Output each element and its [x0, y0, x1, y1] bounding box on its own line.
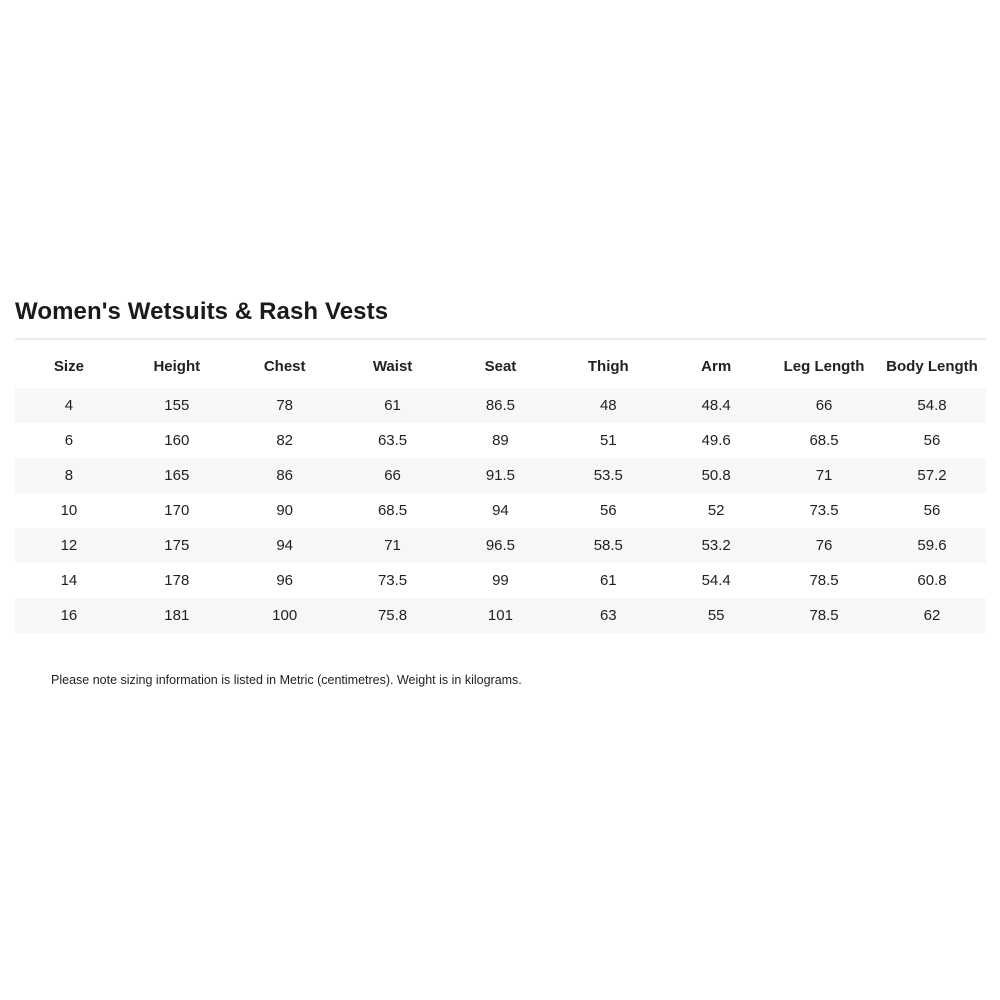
- table-cell: 63.5: [377, 432, 408, 449]
- table-cell: 73.5: [809, 502, 839, 519]
- table-cell: 86: [276, 467, 294, 484]
- table-cell: 16: [60, 607, 78, 624]
- table-cell: 73.5: [377, 572, 408, 589]
- table-cell: 56: [923, 502, 941, 519]
- table-cell: 57.2: [917, 467, 947, 484]
- table-cell: 75.8: [377, 607, 408, 624]
- sizing-note: Please note sizing information is listed…: [51, 673, 522, 687]
- table-cell: 78.5: [809, 607, 839, 624]
- table-cell: 61: [384, 397, 401, 414]
- column-header: Chest: [263, 358, 306, 375]
- table-cell: 58.5: [593, 537, 623, 554]
- table-cell: 94: [276, 537, 294, 554]
- table-cell: 100: [272, 607, 298, 624]
- column-header: Thigh: [587, 358, 629, 375]
- table-cell: 6: [64, 432, 74, 449]
- table-cell: 66: [815, 397, 833, 414]
- table-cell: 68.5: [809, 432, 839, 449]
- column-header: Seat: [484, 358, 517, 375]
- table-cell: 71: [384, 537, 401, 554]
- table-cell: 60.8: [917, 572, 947, 589]
- table-cell: 78: [276, 397, 294, 414]
- table-cell: 78.5: [809, 572, 839, 589]
- table-cell: 91.5: [485, 467, 516, 484]
- table-cell: 82: [276, 432, 294, 449]
- table-cell: 53.5: [593, 467, 623, 484]
- table-row: 6 160 82 63.5 89 51 49.6 68.5 56: [15, 423, 986, 458]
- column-header: Size: [53, 358, 84, 375]
- table-cell: 14: [60, 572, 78, 589]
- table-cell: 181: [164, 607, 190, 624]
- table-cell: 56: [923, 432, 941, 449]
- table-cell: 76: [815, 537, 833, 554]
- table-cell: 68.5: [377, 502, 408, 519]
- table-cell: 12: [60, 537, 78, 554]
- table-cell: 48.4: [701, 397, 731, 414]
- table-cell: 53.2: [701, 537, 731, 554]
- table-cell: 96: [276, 572, 294, 589]
- table-cell: 48: [599, 397, 617, 414]
- column-header: Leg Length: [783, 358, 865, 375]
- table-cell: 8: [64, 467, 74, 484]
- table-header-row: Size Height Chest Waist Seat Thigh Arm Leg Leng…: [15, 345, 986, 388]
- table-cell: 50.8: [701, 467, 731, 484]
- table-cell: 160: [164, 432, 190, 449]
- table-cell: 178: [164, 572, 190, 589]
- table-cell: 54.8: [917, 397, 947, 414]
- table-cell: 54.4: [701, 572, 731, 589]
- table-cell: 52: [707, 502, 725, 519]
- table-cell: 4: [64, 397, 74, 414]
- table-cell: 175: [164, 537, 190, 554]
- table-cell: 101: [487, 607, 513, 624]
- table-cell: 51: [599, 432, 617, 449]
- column-header: Arm: [701, 358, 732, 375]
- table-cell: 66: [384, 467, 401, 484]
- table-cell: 63: [599, 607, 617, 624]
- table-row: 14 178 96 73.5 99 61 54.4 78.5 60.8: [15, 563, 986, 598]
- table-cell: 96.5: [485, 537, 516, 554]
- table-cell: 71: [815, 467, 833, 484]
- table-cell: 86.5: [485, 397, 516, 414]
- table-cell: 170: [164, 502, 190, 519]
- page-title: Women's Wetsuits & Rash Vests: [15, 298, 389, 325]
- size-chart-table: Size Height Chest Waist Seat Thigh Arm Leg Leng…: [15, 345, 986, 633]
- table-cell: 10: [60, 502, 78, 519]
- table-row: 8 165 86 66 91.5 53.5 50.8 71 57.2: [15, 458, 986, 493]
- table-cell: 90: [276, 502, 294, 519]
- table-cell: 62: [923, 607, 941, 624]
- table-row: 10 170 90 68.5 94 56 52 73.5 56: [15, 493, 986, 528]
- table-cell: 99: [492, 572, 509, 589]
- table-cell: 59.6: [917, 537, 947, 554]
- table-cell: 165: [164, 467, 190, 484]
- table-cell: 49.6: [701, 432, 731, 449]
- column-header: Waist: [372, 358, 413, 375]
- table-cell: 61: [599, 572, 617, 589]
- column-header: Body Length: [886, 358, 978, 375]
- table-row: 4 155 78 61 86.5 48 48.4 66 54.8: [15, 388, 986, 423]
- table-cell: 94: [492, 502, 509, 519]
- table-row: 12 175 94 71 96.5 58.5 53.2 76 59.6: [15, 528, 986, 563]
- table-cell: 155: [164, 397, 190, 414]
- table-row: 16 181 100 75.8 101 63 55 78.5 62: [15, 598, 986, 633]
- table-cell: 89: [492, 432, 509, 449]
- column-header: Height: [153, 358, 201, 375]
- table-cell: 55: [707, 607, 725, 624]
- title-divider: [15, 338, 986, 340]
- table-cell: 56: [599, 502, 617, 519]
